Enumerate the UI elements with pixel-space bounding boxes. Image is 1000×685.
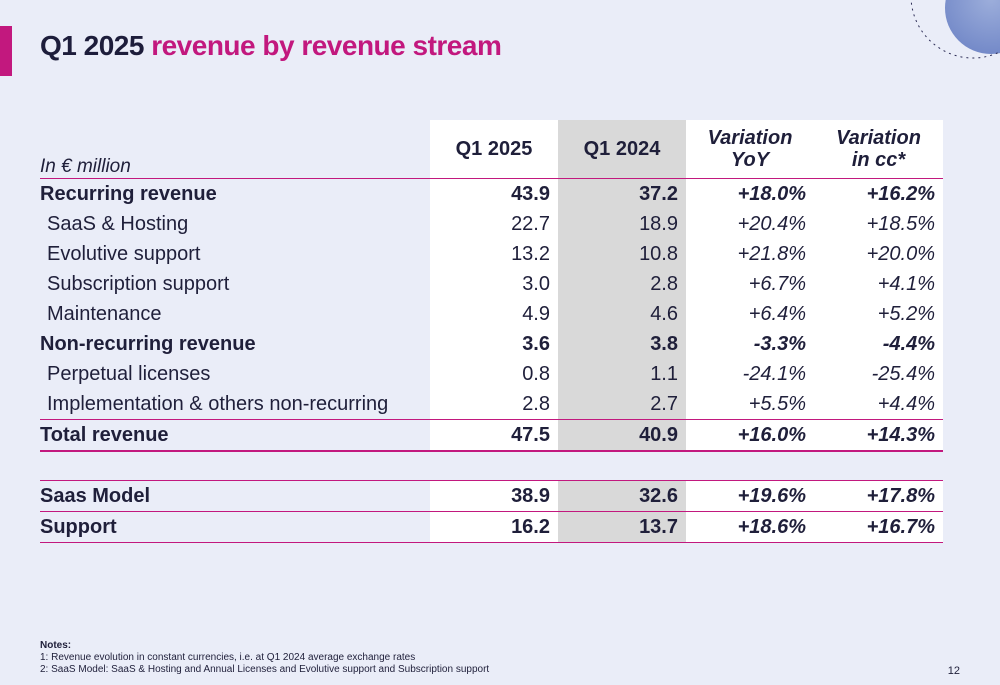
value-q1-2024: 40.9 [558,419,686,451]
row-label: SaaS & Hosting [47,212,189,235]
header-variation-yoy-line2: YoY [730,149,770,171]
table-row: Perpetual licenses 0.8 1.1 -24.1% -25.4% [40,359,943,389]
value-variation-yoy: +5.5% [686,389,814,420]
title-part-subject: revenue by revenue stream [151,30,502,61]
header-variation-cc-line1: Variation [836,127,921,149]
header-variation-cc-line2: in cc* [851,149,906,171]
value-q1-2025: 13.2 [430,239,558,269]
row-label: Maintenance [47,302,162,325]
table-row: SaaS & Hosting 22.7 18.9 +20.4% +18.5% [40,209,943,239]
value-variation-yoy: +21.8% [686,239,814,269]
value-q1-2024: 3.8 [558,329,686,359]
row-label: Non-recurring revenue [40,332,256,355]
table-row: Evolutive support 13.2 10.8 +21.8% +20.0… [40,239,943,269]
unit-label: In € million [40,156,131,177]
table-row: Saas Model 38.9 32.6 +19.6% +17.8% [40,480,943,512]
header-q1-2025: Q1 2025 [430,120,558,179]
header-q1-2024: Q1 2024 [558,120,686,179]
value-q1-2025: 22.7 [430,209,558,239]
notes-title: Notes: [40,640,72,651]
table-row: Maintenance 4.9 4.6 +6.4% +5.2% [40,299,943,329]
value-q1-2024: 13.7 [558,511,686,543]
row-label: Evolutive support [47,242,201,265]
row-label: Perpetual licenses [47,362,211,385]
value-variation-yoy: +18.0% [686,178,814,209]
value-q1-2025: 0.8 [430,359,558,389]
value-variation-cc: +5.2% [814,299,943,329]
value-q1-2025: 47.5 [430,419,558,451]
table-header-row: In € million Q1 2025 Q1 2024 Variation Yo… [40,120,943,179]
value-variation-yoy: +19.6% [686,480,814,512]
row-label: Subscription support [47,272,230,295]
note-line-1: 1: Revenue evolution in constant currenc… [40,652,416,663]
value-q1-2024: 2.7 [558,389,686,420]
value-q1-2024: 10.8 [558,239,686,269]
value-q1-2025: 3.6 [430,329,558,359]
value-q1-2024: 1.1 [558,359,686,389]
value-variation-yoy: -3.3% [686,329,814,359]
value-q1-2025: 3.0 [430,269,558,299]
value-variation-cc: +17.8% [814,480,943,512]
table-row-total: Total revenue 47.5 40.9 +16.0% +14.3% [40,419,943,451]
value-variation-yoy: +20.4% [686,209,814,239]
table-row: Non-recurring revenue 3.6 3.8 -3.3% -4.4… [40,329,943,359]
value-q1-2025: 4.9 [430,299,558,329]
table-row: Implementation & others non-recurring 2.… [40,389,943,420]
value-variation-cc: +20.0% [814,239,943,269]
textured-circle-decoration-icon [910,0,1000,59]
value-q1-2025: 38.9 [430,480,558,512]
table-spacer [40,451,943,481]
note-line-2: 2: SaaS Model: SaaS & Hosting and Annual… [40,664,490,675]
value-variation-yoy: +16.0% [686,419,814,451]
value-variation-cc: +4.4% [814,389,943,420]
value-q1-2025: 16.2 [430,511,558,543]
row-label: Support [40,515,117,538]
row-label: Recurring revenue [40,182,217,205]
table-row: Support 16.2 13.7 +18.6% +16.7% [40,511,943,543]
page-title: Q1 2025 revenue by revenue stream [40,30,502,62]
value-q1-2025: 43.9 [430,178,558,209]
header-variation-cc: Variation in cc* [814,120,943,179]
row-label: Total revenue [40,423,169,446]
value-q1-2024: 2.8 [558,269,686,299]
page-number: 12 [947,665,960,677]
value-variation-cc: +14.3% [814,419,943,451]
table-row: Subscription support 3.0 2.8 +6.7% +4.1% [40,269,943,299]
value-q1-2025: 2.8 [430,389,558,420]
value-variation-yoy: +6.4% [686,299,814,329]
row-label: Implementation & others non-recurring [47,392,389,415]
value-variation-cc: -4.4% [814,329,943,359]
value-variation-cc: +16.2% [814,178,943,209]
value-variation-cc: +4.1% [814,269,943,299]
row-label: Saas Model [40,484,151,507]
value-q1-2024: 4.6 [558,299,686,329]
value-q1-2024: 37.2 [558,178,686,209]
value-variation-cc: +18.5% [814,209,943,239]
value-q1-2024: 32.6 [558,480,686,512]
value-variation-cc: +16.7% [814,511,943,543]
revenue-table: In € million Q1 2025 Q1 2024 Variation Yo… [40,120,943,543]
title-part-period: Q1 2025 [40,30,144,61]
value-variation-cc: -25.4% [814,359,943,389]
title-accent-bar [0,26,12,76]
table-row: Recurring revenue 43.9 37.2 +18.0% +16.2… [40,178,943,209]
value-q1-2024: 18.9 [558,209,686,239]
header-variation-yoy: Variation YoY [686,120,814,179]
value-variation-yoy: +18.6% [686,511,814,543]
value-variation-yoy: +6.7% [686,269,814,299]
header-variation-yoy-line1: Variation [707,127,793,149]
notes-section: Notes: 1: Revenue evolution in constant … [40,640,489,676]
value-variation-yoy: -24.1% [686,359,814,389]
